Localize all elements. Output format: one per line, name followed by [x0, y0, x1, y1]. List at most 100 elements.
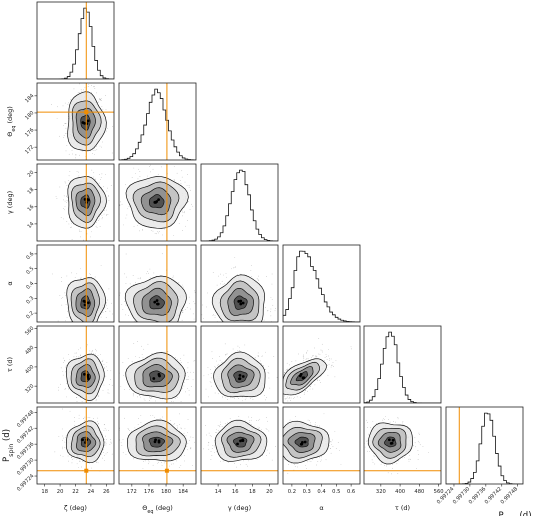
- sample-point: [63, 135, 65, 136]
- sample-point: [96, 227, 98, 228]
- sample-point: [146, 175, 148, 177]
- sample-point: [225, 354, 226, 356]
- sample-point: [279, 392, 280, 393]
- sample-point: [252, 399, 254, 401]
- sample-point: [69, 359, 70, 360]
- sample-point: [238, 350, 240, 351]
- sample-point: [107, 214, 109, 215]
- y-tick-label: 0.3: [25, 295, 35, 305]
- sample-point: [105, 303, 107, 305]
- sample-point: [159, 337, 160, 338]
- sample-point: [159, 231, 160, 233]
- sample-point: [95, 350, 97, 352]
- sample-point: [182, 212, 184, 213]
- sample-point: [98, 174, 100, 175]
- sample-point: [142, 229, 144, 230]
- panel-zeta-vs-zeta: [36, 1, 115, 80]
- sample-point: [110, 378, 111, 380]
- sample-point: [182, 312, 184, 313]
- sample-point: [270, 308, 272, 310]
- sample-point: [91, 149, 93, 151]
- sample-point: [187, 362, 189, 364]
- sample-point: [63, 208, 64, 209]
- sample-point: [272, 304, 274, 306]
- sample-point: [139, 230, 140, 232]
- sample-point: [107, 392, 109, 394]
- panel-frame: [36, 325, 115, 404]
- sample-point: [91, 323, 92, 324]
- sample-point: [191, 203, 192, 205]
- sample-point: [66, 382, 68, 384]
- sample-point: [111, 384, 113, 386]
- sample-point: [245, 397, 247, 399]
- sample-point: [119, 294, 121, 296]
- sample-point: [217, 327, 218, 328]
- sample-point: [139, 278, 141, 280]
- sample-point: [152, 168, 154, 170]
- sample-point: [111, 290, 112, 291]
- sample-point: [137, 277, 139, 279]
- sample-point: [150, 171, 151, 173]
- sample-point: [318, 353, 320, 355]
- sample-point: [159, 332, 160, 333]
- sample-point: [183, 212, 185, 214]
- sample-point: [120, 201, 121, 203]
- sample-point: [312, 388, 314, 390]
- sample-point: [80, 335, 81, 336]
- sample-point: [271, 299, 273, 301]
- sample-point: [154, 233, 156, 235]
- sample-point: [189, 308, 191, 310]
- sample-point: [135, 331, 136, 332]
- sample-point: [196, 216, 197, 217]
- sample-point: [73, 356, 75, 358]
- sample-point: [286, 369, 287, 371]
- sample-point: [109, 310, 111, 312]
- sample-point: [302, 355, 304, 357]
- sample-point: [127, 358, 129, 359]
- sample-point: [225, 335, 226, 336]
- sample-point: [173, 179, 175, 180]
- sample-point: [104, 368, 106, 369]
- sample-point: [138, 168, 140, 170]
- sample-point: [78, 349, 79, 351]
- sample-point: [221, 325, 222, 326]
- sample-point: [67, 103, 69, 105]
- sample-point: [64, 181, 66, 183]
- sample-point: [91, 328, 92, 329]
- sample-point: [160, 166, 162, 168]
- sample-point: [155, 400, 156, 402]
- sample-point: [210, 385, 212, 387]
- sample-point: [178, 182, 179, 184]
- sample-point: [187, 372, 189, 373]
- sample-point: [259, 360, 261, 362]
- sample-point: [69, 171, 71, 172]
- sample-point: [75, 174, 76, 175]
- panel-alpha-vs-zeta: 0.20.30.40.50.6: [25, 244, 115, 336]
- sample-point: [221, 324, 222, 325]
- sample-point: [66, 317, 68, 318]
- sample-point: [55, 195, 57, 197]
- sample-point: [65, 366, 66, 368]
- sample-point: [182, 387, 183, 389]
- sample-point: [78, 356, 80, 358]
- sample-point: [97, 281, 99, 282]
- sample-point: [188, 296, 190, 298]
- sample-point: [80, 354, 81, 356]
- sample-point: [330, 358, 332, 360]
- sample-point: [96, 145, 97, 147]
- sample-point: [207, 367, 209, 369]
- sample-point: [117, 222, 118, 223]
- sample-point: [256, 277, 258, 279]
- sample-point: [101, 215, 103, 216]
- sample-point: [174, 180, 175, 181]
- sample-point: [234, 267, 236, 268]
- sample-point: [57, 106, 58, 108]
- sample-point: [61, 281, 63, 282]
- sample-point: [105, 311, 107, 312]
- sample-point: [218, 275, 219, 277]
- sample-point: [188, 185, 190, 186]
- sample-point: [81, 72, 82, 73]
- sample-point: [135, 173, 136, 174]
- sample-point: [110, 185, 112, 186]
- sample-point: [51, 273, 53, 275]
